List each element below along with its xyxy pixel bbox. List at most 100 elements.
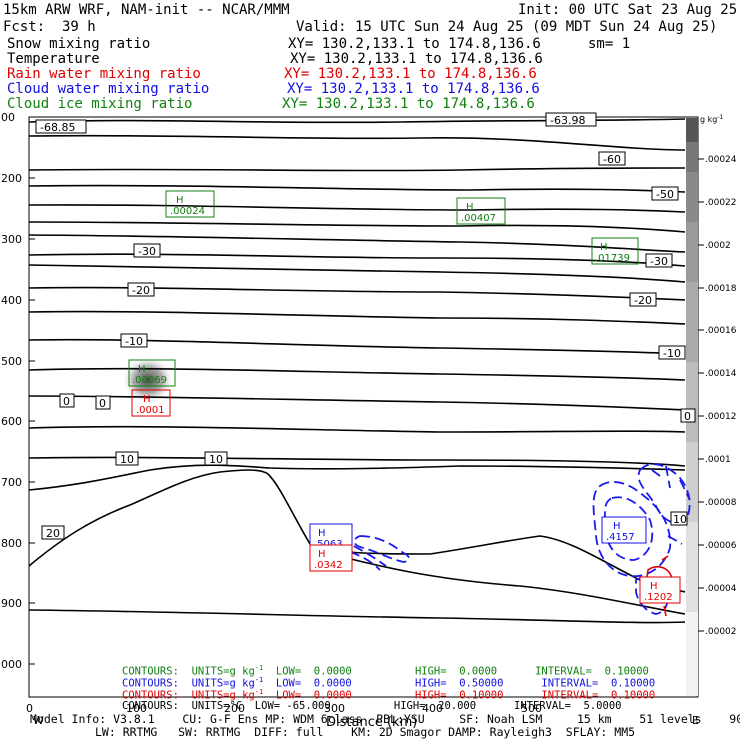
colorbar-tick-label: .00006 — [705, 541, 737, 551]
field-xy-cloud-ice: XY= 130.2,133.1 to 174.8,136.6 — [282, 96, 535, 112]
temperature-label: 0 — [99, 397, 106, 410]
temperature-label-box: -20 — [127, 282, 155, 297]
temperature-label-box: 0 — [680, 408, 696, 423]
svg-text:H: H — [318, 549, 326, 560]
field-xy-cloud-water: XY= 130.2,133.1 to 174.8,136.6 — [287, 81, 540, 97]
colorbar-tick-label: .0002 — [705, 241, 731, 251]
temperature-label: -68.85 — [40, 121, 75, 134]
temperature-label-box: -68.85 — [35, 119, 87, 134]
model-info-line-2: LW: RRTMG SW: RRTMG DIFF: full KM: 2D Sm… — [95, 725, 636, 739]
contour-legend-row-ice: CONTOURS: UNITS=g kg-1 LOW= 0.0000 HIGH=… — [122, 664, 649, 678]
temperature-label: -10 — [125, 335, 143, 348]
x-tick-labels: 0 100 200 300 400 500 — [26, 702, 542, 715]
x-tick-label: 300 — [324, 702, 345, 715]
x-tick-label: 500 — [521, 702, 542, 715]
y-axis-ticks — [29, 116, 35, 665]
temperature-label: 10 — [673, 513, 687, 526]
model-title: 15km ARW WRF, NAM-init -- NCAR/MMM — [3, 2, 290, 18]
y-tick-label: 600 — [1, 415, 22, 428]
svg-text:H: H — [176, 195, 184, 206]
temperature-label: 10 — [209, 453, 223, 466]
colorbar-tick-label: .00022 — [705, 198, 737, 208]
colorbar-tick-label: .00004 — [705, 584, 737, 594]
svg-text:H: H — [318, 528, 326, 539]
max-value: .00024 — [170, 206, 205, 217]
x-tick-label: 0 — [26, 702, 33, 715]
temperature-label: -20 — [634, 294, 652, 307]
y-tick-label: 000 — [1, 658, 22, 671]
colorbar-tick-label: .0001 — [705, 455, 731, 465]
temperature-labels: -68.85 -63.98 -60 -50 -30 -30 -20 -20 -1… — [35, 112, 696, 540]
temperature-label: -30 — [138, 245, 156, 258]
temperature-label: 10 — [120, 453, 134, 466]
max-value: .01739 — [595, 253, 630, 264]
maxima-labels: H .00024 H .00407 H .01739 H .00069 H — [128, 190, 681, 604]
temperature-label-box: -60 — [598, 151, 626, 166]
max-label-box: H .4157 — [601, 516, 647, 544]
max-value: .4157 — [606, 532, 635, 543]
plot-frame — [28, 116, 699, 698]
temperature-label-box: 0 — [59, 393, 75, 408]
svg-text:H: H — [613, 521, 621, 532]
max-label-box: H .1202 — [639, 576, 681, 604]
temperature-label-box: -10 — [658, 345, 686, 360]
max-value: .00407 — [461, 213, 496, 224]
max-value: .1202 — [644, 592, 673, 603]
temperature-label: -50 — [656, 188, 674, 201]
temperature-label-box: 10 — [670, 511, 688, 526]
max-label-box: H .00069 — [128, 359, 176, 387]
svg-text:H: H — [600, 242, 608, 253]
field-xy-rain: XY= 130.2,133.1 to 174.8,136.6 — [284, 66, 537, 82]
y-tick-label: 700 — [1, 476, 22, 489]
forecast-hour: 39 h — [62, 19, 96, 35]
max-label-box: H .00407 — [456, 197, 506, 225]
x-axis-title: Distance (km) — [326, 715, 417, 730]
field-name-rain: Rain water mixing ratio — [7, 66, 201, 82]
temperature-label: -60 — [603, 153, 621, 166]
temperature-label-box: -20 — [629, 292, 657, 307]
forecast-label: Fcst: — [3, 19, 46, 35]
temperature-label: -10 — [663, 347, 681, 360]
colorbar-tick-label: .00016 — [705, 326, 737, 336]
temperature-label-box: 10 — [115, 451, 139, 466]
max-value: .0001 — [136, 405, 165, 416]
y-tick-label: 00 — [1, 111, 15, 124]
temperature-label: 0 — [63, 395, 70, 408]
colorbar-tick-label: .00008 — [705, 498, 737, 508]
contour-legend-row-rain: CONTOURS: UNITS=g kg-1 LOW= 0.0000 HIGH=… — [122, 688, 656, 702]
max-value: .0342 — [314, 560, 343, 571]
temperature-label-box: -63.98 — [545, 112, 597, 127]
temperature-label-box: -30 — [133, 243, 161, 258]
x-tick-label: 400 — [422, 702, 443, 715]
y-tick-label: 900 — [1, 597, 22, 610]
y-tick-label: 300 — [1, 233, 22, 246]
svg-text:H: H — [650, 581, 658, 592]
svg-text:H: H — [466, 202, 474, 213]
temperature-label-box: -10 — [120, 333, 148, 348]
smoothing-value: sm= 1 — [588, 36, 631, 52]
field-name-cloud-water: Cloud water mixing ratio — [7, 81, 210, 97]
colorbar-tick-label: .00012 — [705, 412, 737, 422]
x-tick-label: 100 — [126, 702, 147, 715]
field-xy-temperature: XY= 130.2,133.1 to 174.8,136.6 — [290, 51, 543, 67]
x-tick-label: 200 — [224, 702, 245, 715]
init-time: Init: 00 UTC Sat 23 Aug 25 — [518, 2, 738, 18]
contour-legend-row-temperature: CONTOURS: UNITS=°C LOW= -65.000 HIGH= 20… — [122, 700, 622, 712]
max-label-box: H .00024 — [165, 190, 215, 218]
colorbar-tick-label: .00002 — [705, 627, 737, 637]
temperature-label: -63.98 — [550, 114, 585, 127]
y-tick-label: 400 — [1, 294, 22, 307]
y-tick-label: 500 — [1, 355, 22, 368]
temperature-label: -30 — [650, 255, 668, 268]
west-label: W — [33, 714, 44, 727]
colorbar-ticks — [698, 158, 704, 632]
temperature-label-box: 10 — [204, 451, 228, 466]
contour-legend-row-cloud-water: CONTOURS: UNITS=g kg-1 LOW= 0.0000 HIGH=… — [122, 676, 656, 690]
colorbar-tick-label: .00018 — [705, 284, 737, 294]
colorbar-tick-label: .00024 — [705, 155, 737, 165]
temperature-label: -20 — [132, 284, 150, 297]
temperature-label-box: -30 — [645, 253, 673, 268]
cloud-water-contours — [339, 463, 691, 615]
